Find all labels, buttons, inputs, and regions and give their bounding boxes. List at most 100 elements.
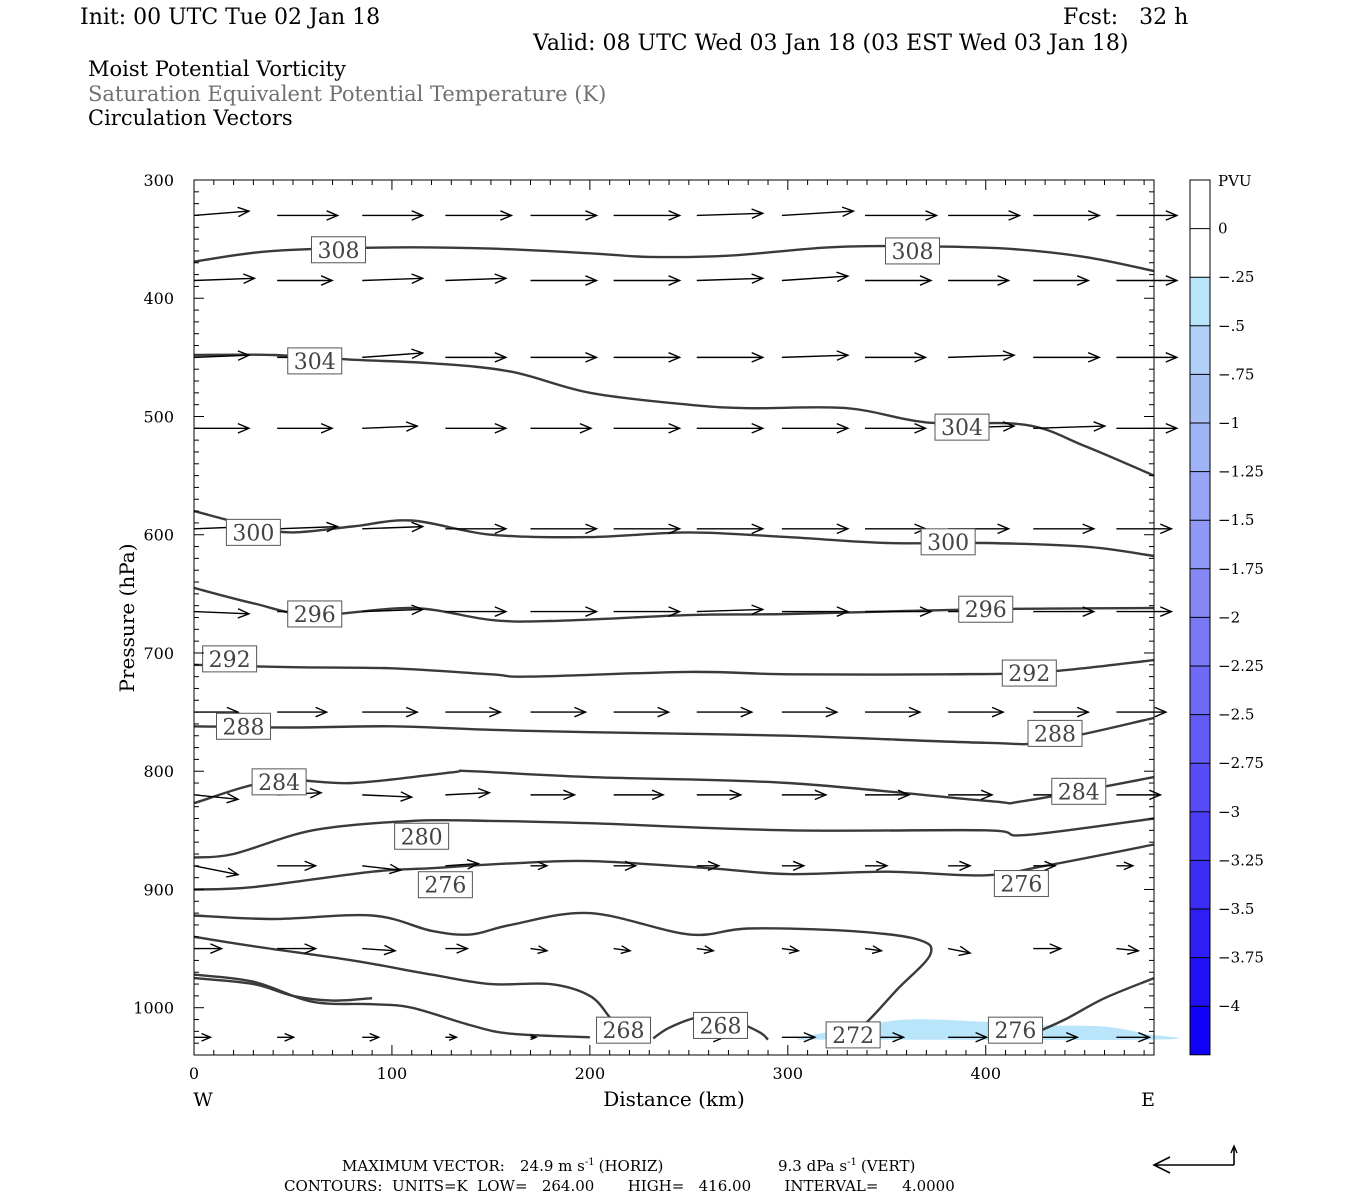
circulation-vector xyxy=(613,789,665,801)
contour-label-268: 268 xyxy=(596,1016,652,1044)
contour-line-308 xyxy=(193,244,1155,273)
contour-label-284: 284 xyxy=(1051,777,1107,805)
circulation-vector xyxy=(445,706,503,718)
circulation-vector xyxy=(530,945,549,955)
x-tick-label: 0 xyxy=(189,1064,199,1083)
contour-label-text: 272 xyxy=(832,1024,874,1049)
circulation-vector xyxy=(1033,210,1102,221)
contour-label-304: 304 xyxy=(287,347,343,375)
colorbar-swatch xyxy=(1190,228,1210,278)
circulation-vector xyxy=(193,608,251,619)
circulation-vector xyxy=(865,352,928,363)
circulation-vector xyxy=(530,210,599,221)
colorbar-swatch xyxy=(1190,374,1210,423)
circulation-vector xyxy=(865,210,939,221)
contour-label-text: 308 xyxy=(892,240,934,265)
contour-label-308: 308 xyxy=(310,236,366,264)
circulation-vector xyxy=(696,945,716,955)
circulation-vector xyxy=(445,523,508,535)
circulation-vector xyxy=(445,606,508,617)
circulation-vector xyxy=(781,350,850,361)
contour-labels: 308 308 304 304 300 300 296 296 292 292 288 288 284 2… xyxy=(202,236,1107,1049)
circulation-vector xyxy=(613,275,682,286)
colorbar-level-label: −2.75 xyxy=(1218,754,1264,772)
contour-label-text: 276 xyxy=(1000,873,1042,898)
circulation-vector xyxy=(865,523,928,535)
circulation-vector xyxy=(362,273,425,285)
colorbar-swatch xyxy=(1190,423,1210,472)
circulation-vector xyxy=(781,945,801,955)
circulation-vector xyxy=(781,1031,817,1043)
colorbar-swatch xyxy=(1190,1006,1210,1055)
valid-time: Valid: 08 UTC Wed 03 Jan 18 (03 EST Wed … xyxy=(532,31,1129,56)
circulation-vector xyxy=(530,789,577,801)
contour-label-text: 280 xyxy=(401,825,443,850)
circulation-vector xyxy=(362,1032,381,1042)
contour-label-272: 272 xyxy=(825,1021,881,1049)
reference-vector-icon xyxy=(1152,1144,1238,1174)
colorbar-level-label: −1.25 xyxy=(1218,463,1264,481)
circulation-vector xyxy=(1033,706,1091,718)
y-tick-label: 800 xyxy=(143,762,174,781)
circulation-vector xyxy=(530,523,599,535)
circulation-vector xyxy=(865,706,922,718)
circulation-vector xyxy=(445,352,508,363)
colorbar-swatch xyxy=(1190,763,1210,812)
field-title-theta-es: Saturation Equivalent Potential Temperat… xyxy=(88,82,606,106)
circulation-vector xyxy=(362,706,419,718)
footer-max-vector: MAXIMUM VECTOR: 24.9 m s-1 (HORIZ) 9.3 dP… xyxy=(342,1157,915,1175)
circulation-vector xyxy=(530,1034,538,1041)
circulation-vector xyxy=(445,273,508,285)
circulation-vector xyxy=(1116,1031,1152,1043)
circulation-vector xyxy=(193,273,257,285)
contour-label-300: 300 xyxy=(920,528,976,556)
colorbar-swatch xyxy=(1190,568,1210,618)
contour-label-text: 296 xyxy=(294,603,336,628)
colorbar-swatch xyxy=(1190,180,1210,229)
contour-label-288: 288 xyxy=(1027,719,1083,747)
circulation-vector xyxy=(1033,421,1107,432)
circulation-vector xyxy=(781,789,828,801)
circulation-vector xyxy=(1033,606,1096,617)
y-tick-label: 300 xyxy=(143,171,174,190)
colorbar-level-label: −2.5 xyxy=(1218,706,1254,724)
circulation-vector xyxy=(781,206,856,218)
contour-label-276: 276 xyxy=(417,871,473,899)
circulation-vector xyxy=(696,604,765,616)
circulation-vector xyxy=(696,789,743,801)
max-vector-vert: 9.3 dPa s-1 (VERT) xyxy=(778,1157,915,1175)
circulation-vector xyxy=(362,521,425,533)
circulation-vector xyxy=(948,350,1016,361)
contour-label-text: 276 xyxy=(424,874,466,899)
contour-label-text: 284 xyxy=(1058,780,1100,805)
axes: 300 400 500 600 700 800 900 1000 0 100 200 300 400 xyxy=(133,171,1154,1083)
colorbar-level-label: −2 xyxy=(1218,608,1240,626)
colorbar-swatch xyxy=(1190,666,1210,715)
contours-summary: CONTOURS: UNITS=K LOW= 264.00 HIGH= 416.… xyxy=(284,1177,955,1195)
circulation-vector xyxy=(1033,860,1058,872)
y-tick-label: 400 xyxy=(143,289,174,308)
circulation-vector xyxy=(194,1032,213,1042)
circulation-vector xyxy=(530,861,549,871)
circulation-vector xyxy=(1033,943,1063,954)
circulation-vector xyxy=(277,422,334,434)
colorbar-level-label: −3 xyxy=(1218,803,1240,821)
circulation-vector xyxy=(948,706,1005,718)
circulation-vector xyxy=(948,210,1022,221)
circulation-vector xyxy=(948,1031,989,1043)
contour-label-276: 276 xyxy=(993,870,1049,898)
contour-label-text: 300 xyxy=(232,521,274,546)
circulation-vector xyxy=(864,945,884,955)
circulation-vector xyxy=(781,606,850,617)
colorbar-level-label: −.25 xyxy=(1218,268,1254,286)
colorbar-level-label: −.5 xyxy=(1218,317,1245,335)
colorbar-swatch xyxy=(1190,714,1210,764)
circulation-vector xyxy=(530,275,599,286)
colorbar-swatch xyxy=(1190,617,1210,666)
contour-label-308: 308 xyxy=(885,237,941,265)
circulation-vector xyxy=(613,422,682,434)
circulation-vector xyxy=(613,860,638,872)
contour-label-304: 304 xyxy=(934,413,990,441)
circulation-vector xyxy=(194,422,251,434)
